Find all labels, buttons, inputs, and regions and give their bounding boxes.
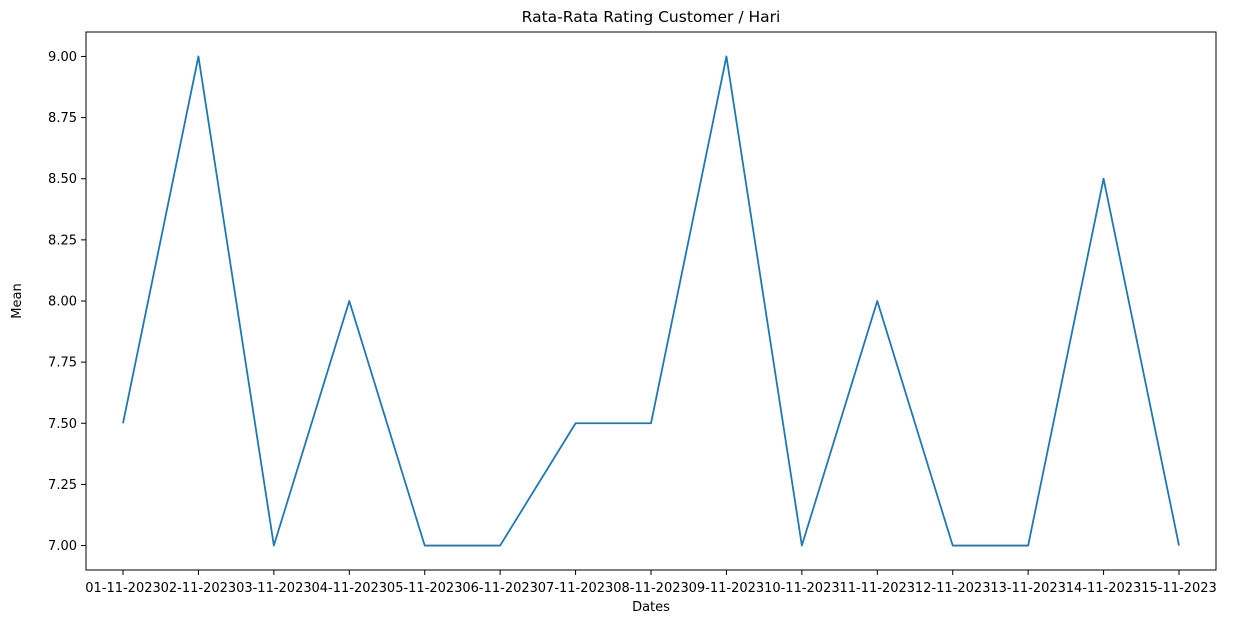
y-tick-label: 7.75 — [48, 356, 77, 371]
y-axis-label: Mean — [10, 283, 25, 318]
y-tick-label: 8.25 — [48, 233, 77, 248]
y-axis: 7.00 7.25 7.50 7.75 8.00 8.25 8.50 8.75 9.00 — [48, 50, 86, 554]
x-tick-label: 14-11-2023 — [1066, 581, 1142, 596]
chart-title: Rata-Rata Rating Customer / Hari — [522, 8, 781, 26]
x-tick-label: 01-11-2023 — [85, 581, 161, 596]
y-tick-label: 9.00 — [48, 50, 77, 65]
x-tick-label: 12-11-2023 — [915, 581, 991, 596]
x-axis: 01-11-2023 02-11-2023 03-11-2023 04-11-2023… — [85, 570, 1217, 596]
x-tick-label: 02-11-2023 — [161, 581, 237, 596]
series-line — [122, 55, 1180, 547]
y-tick-label: 7.50 — [48, 417, 77, 432]
x-tick-label: 13-11-2023 — [990, 581, 1066, 596]
x-tick-label: 06-11-2023 — [462, 581, 538, 596]
x-tick-label: 07-11-2023 — [538, 581, 614, 596]
y-tick-label: 7.25 — [48, 478, 77, 493]
x-tick-label: 08-11-2023 — [613, 581, 689, 596]
y-tick-label: 7.00 — [48, 539, 77, 554]
x-tick-label: 09-11-2023 — [689, 581, 765, 596]
plot-frame — [85, 31, 1217, 571]
x-tick-label: 10-11-2023 — [764, 581, 840, 596]
y-tick-label: 8.50 — [48, 172, 77, 187]
series-layer — [122, 55, 1180, 547]
x-tick-label: 05-11-2023 — [387, 581, 463, 596]
y-tick-label: 8.75 — [48, 111, 77, 126]
x-tick-label: 15-11-2023 — [1141, 581, 1217, 596]
x-tick-label: 11-11-2023 — [840, 581, 916, 596]
x-axis-label: Dates — [632, 600, 670, 615]
x-tick-label: 04-11-2023 — [312, 581, 388, 596]
x-tick-label: 03-11-2023 — [236, 581, 312, 596]
y-tick-label: 8.00 — [48, 295, 77, 310]
